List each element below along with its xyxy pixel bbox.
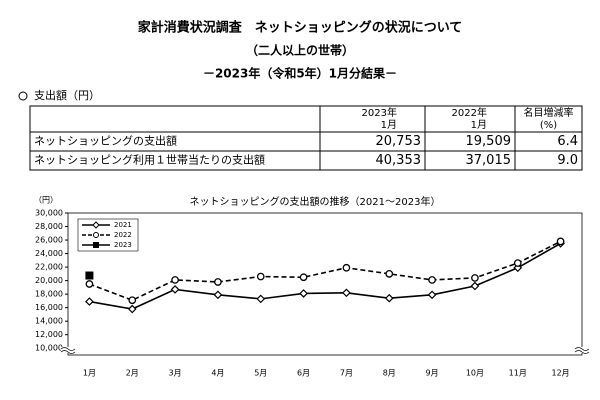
y-tick-label: 12,000 [35, 330, 63, 339]
x-tick-label: 8月 [383, 369, 396, 378]
legend-marker [93, 242, 99, 248]
marker [213, 290, 223, 300]
x-tick-label: 12月 [551, 369, 569, 378]
y-tick-label: 22,000 [35, 263, 63, 272]
legend: 2021 2022 2023 [77, 218, 139, 252]
chart-title: ネットショッピングの支出額の推移（2021～2023年） [190, 195, 441, 208]
marker [513, 263, 523, 273]
table-value: 37,015 [466, 153, 512, 168]
x-tick-label: 4月 [211, 369, 224, 378]
axis-break-bg [575, 347, 589, 353]
marker [470, 281, 480, 291]
x-tick-label: 11月 [509, 369, 527, 378]
table-border [29, 105, 583, 171]
marker [513, 259, 522, 267]
axis-break [60, 347, 76, 354]
marker [85, 297, 94, 306]
table-label: ネットショッピング利用１世帯当たりの支出額 [34, 153, 265, 167]
plot-frame [67, 212, 583, 356]
marker [427, 290, 437, 300]
table-value: 9.0 [557, 153, 578, 168]
marker [342, 288, 351, 298]
marker [428, 276, 436, 284]
subtitle: （二人以上の世帯） [246, 43, 354, 58]
table-value: 20,753 [376, 134, 422, 149]
marker [171, 276, 179, 284]
marker [214, 278, 222, 286]
axis-break [574, 347, 590, 354]
table-header: 2022年 [452, 106, 487, 119]
table-value: 19,509 [466, 134, 512, 149]
marker [128, 296, 137, 305]
y-tick-label: 20,000 [35, 276, 63, 285]
marker [299, 273, 308, 282]
x-tick-label: 5月 [254, 369, 267, 378]
y-tick-label: 28,000 [35, 222, 63, 231]
marker [471, 274, 479, 282]
y-tick-label: 14,000 [35, 317, 63, 326]
x-tick-label: 9月 [426, 369, 439, 378]
y-axis-label: （円） [34, 196, 58, 205]
bullet [18, 91, 28, 101]
y-tick-label: 24,000 [35, 249, 63, 258]
marker [556, 237, 565, 246]
axis-break-bg [61, 347, 75, 353]
x-tick-label: 7月 [340, 369, 353, 378]
legend-label: 2023 [114, 241, 132, 249]
x-tick-label: 2月 [126, 369, 139, 378]
chart: ネットショッピングの支出額の推移（2021～2023年） （円） 10,000 12,… [34, 195, 590, 378]
series-line [89, 242, 561, 310]
y-tick-label: 18,000 [35, 290, 63, 299]
series-line [89, 240, 561, 302]
x-tick-label: 1月 [83, 369, 96, 378]
table-header: 名目増減率 [524, 106, 574, 119]
y-tick-label: 10,000 [35, 344, 63, 353]
table-value: 6.4 [557, 134, 578, 149]
table-header: 1月 [471, 119, 487, 131]
table-header: (%) [540, 120, 557, 131]
x-tick-label: 6月 [297, 369, 310, 378]
marker [342, 263, 351, 272]
marker [170, 285, 180, 294]
x-tick-label: 10月 [466, 369, 484, 378]
marker [127, 304, 137, 314]
y-tick-label: 30,000 [35, 209, 63, 218]
legend-marker [92, 221, 100, 229]
marker [256, 294, 266, 304]
table-value: 40,353 [376, 153, 422, 168]
legend-marker [93, 232, 99, 238]
marker [384, 293, 394, 303]
table-label: ネットショッピングの支出額 [34, 134, 177, 148]
marker [85, 280, 94, 288]
marker [385, 270, 394, 278]
legend-label: 2022 [114, 231, 132, 239]
legend-label: 2021 [114, 221, 132, 229]
y-tick-label: 16,000 [35, 303, 63, 312]
title: 家計消費状況調査 ネットショッピングの状況について [138, 20, 463, 36]
table-header: 1月 [381, 119, 397, 131]
marker [256, 272, 265, 281]
period: －2023年（令和5年）1月分結果－ [203, 66, 397, 81]
table-header: 2023年 [362, 106, 397, 119]
y-tick-label: 26,000 [35, 236, 63, 245]
x-tick-label: 3月 [169, 369, 182, 378]
marker [85, 271, 94, 280]
section-title: 支出額（円） [34, 88, 100, 102]
marker [299, 289, 308, 298]
